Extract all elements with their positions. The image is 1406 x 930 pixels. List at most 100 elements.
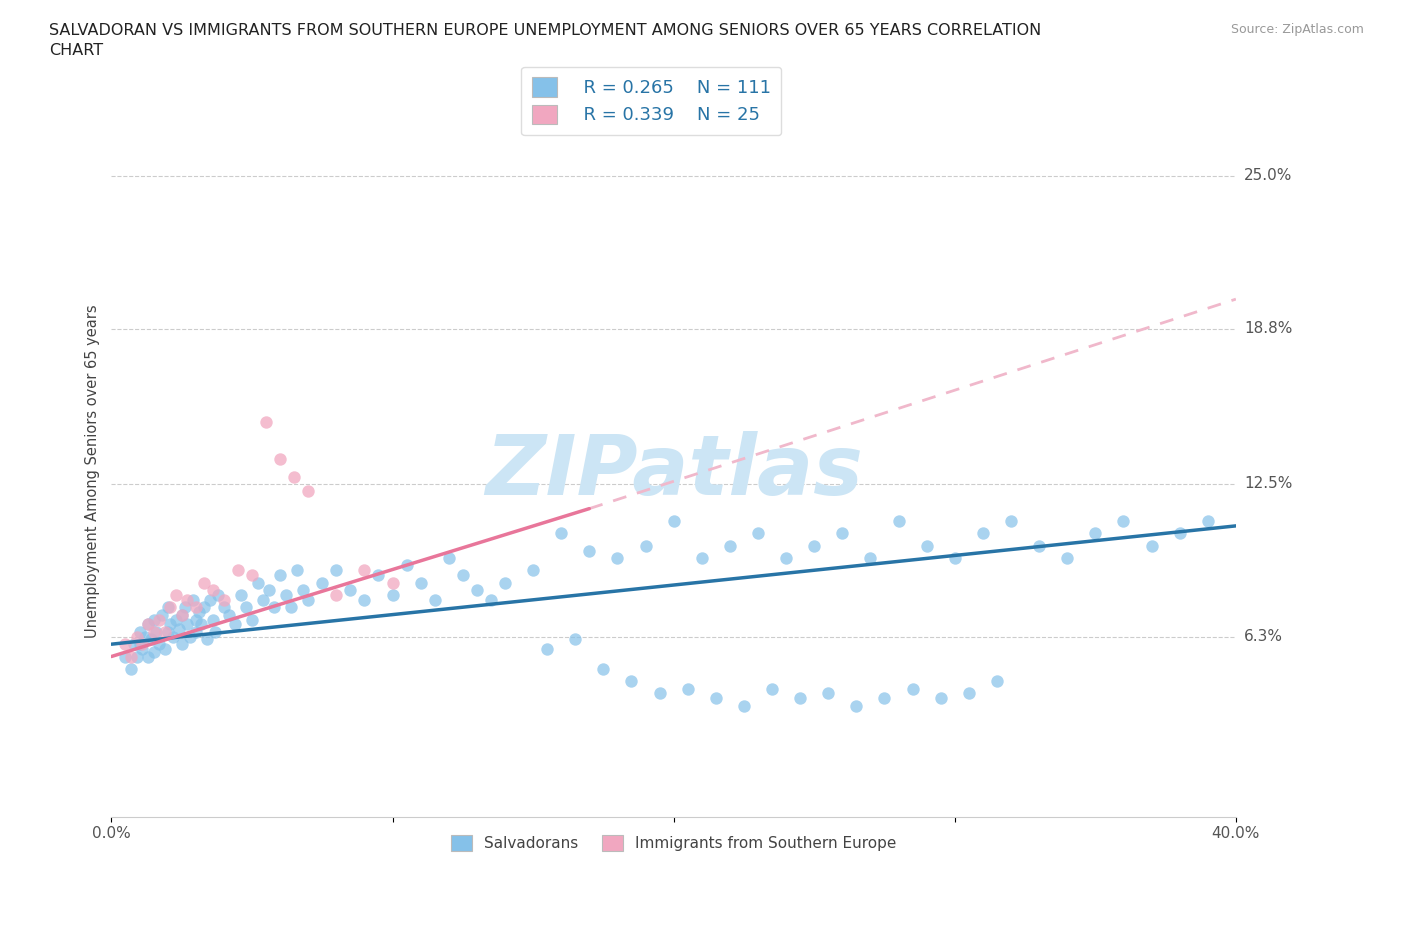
Point [153,642,176,657]
Point [845,698,868,713]
Point [156,624,179,639]
Point [269,567,291,582]
Point [165,588,187,603]
Point [204,624,226,639]
Point [201,612,224,627]
Point [986,673,1008,688]
Point [184,624,207,639]
Point [915,538,938,553]
Point [957,686,980,701]
Point [139,631,162,646]
Point [122,637,145,652]
Point [943,551,966,565]
Point [181,592,204,607]
Text: 25.0%: 25.0% [1244,168,1292,183]
Point [142,644,165,659]
Point [235,600,257,615]
Point [246,575,269,590]
Point [285,563,308,578]
Point [195,631,218,646]
Point [887,513,910,528]
Point [620,673,643,688]
Point [176,617,198,631]
Point [395,558,418,573]
Text: 12.5%: 12.5% [1244,476,1292,491]
Point [578,543,600,558]
Point [125,630,148,644]
Point [634,538,657,553]
Point [353,592,375,607]
Point [136,617,159,631]
Point [148,612,170,627]
Point [901,681,924,696]
Point [212,592,235,607]
Point [972,525,994,540]
Point [550,525,572,540]
Point [128,624,150,639]
Point [297,484,319,498]
Point [198,592,221,607]
Point [648,686,671,701]
Point [1084,525,1107,540]
Point [1197,513,1219,528]
Point [817,686,839,701]
Point [592,661,614,676]
Point [325,563,347,578]
Point [240,567,263,582]
Point [120,649,142,664]
Point [159,617,181,631]
Point [367,567,389,582]
Text: 6.3%: 6.3% [1244,630,1284,644]
Point [747,525,769,540]
Point [170,637,193,652]
Point [423,592,446,607]
Point [789,691,811,706]
Point [114,637,136,652]
Point [859,551,882,565]
Point [718,538,741,553]
Point [229,588,252,603]
Point [280,600,302,615]
Point [148,637,170,652]
Point [142,624,165,639]
Point [803,538,825,553]
Point [704,691,727,706]
Point [145,624,167,639]
Point [761,681,783,696]
Point [676,681,699,696]
Point [170,607,193,622]
Point [339,582,361,597]
Point [831,525,853,540]
Point [226,563,249,578]
Point [536,642,558,657]
Point [494,575,516,590]
Point [263,600,285,615]
Point [254,415,277,430]
Point [131,637,153,652]
Point [134,630,156,644]
Point [283,469,305,484]
Point [297,592,319,607]
Point [156,600,179,615]
Point [451,567,474,582]
Point [218,607,240,622]
Text: SALVADORAN VS IMMIGRANTS FROM SOUTHERN EUROPE UNEMPLOYMENT AMONG SENIORS OVER 65: SALVADORAN VS IMMIGRANTS FROM SOUTHERN E… [49,23,1042,58]
Point [165,612,187,627]
Point [187,604,209,619]
Point [193,600,215,615]
Point [564,631,586,646]
Point [437,551,460,565]
Point [311,575,333,590]
Point [479,592,502,607]
Point [162,630,184,644]
Point [269,452,291,467]
Point [1056,551,1078,565]
Point [150,607,173,622]
Point [136,617,159,631]
Legend: Salvadorans, Immigrants from Southern Europe: Salvadorans, Immigrants from Southern Eu… [444,830,903,857]
Point [291,582,314,597]
Point [131,642,153,657]
Point [353,563,375,578]
Point [775,551,797,565]
Point [136,649,159,664]
